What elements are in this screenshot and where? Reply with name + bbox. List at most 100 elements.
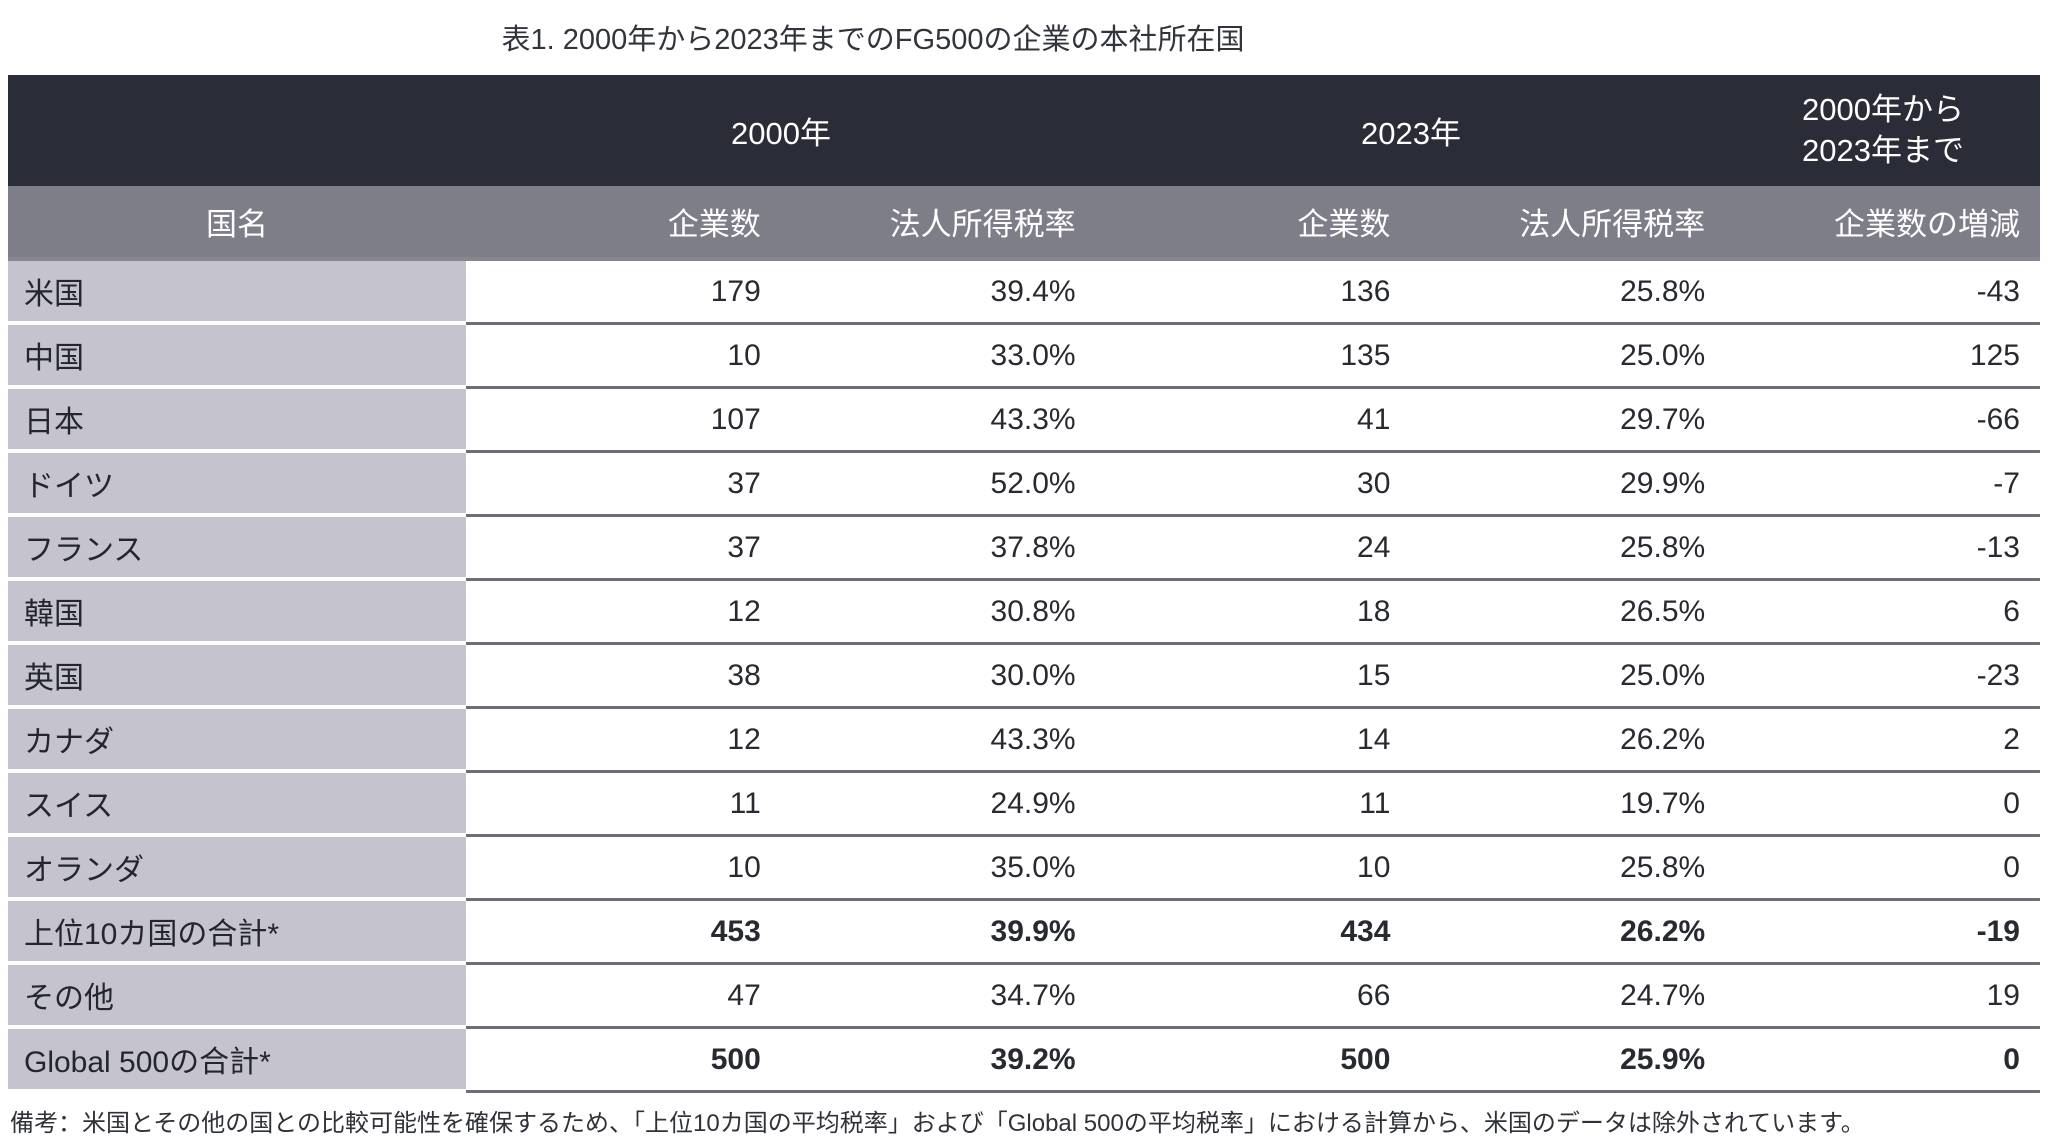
value-cell: 52.0%: [780, 453, 1096, 514]
value-cell: -66: [1725, 389, 2040, 450]
value-cell: 14: [1095, 709, 1411, 770]
row-values: 47 34.7% 66 24.7% 19: [466, 965, 2040, 1029]
country-cell: フランス: [8, 517, 466, 581]
table-row: 日本 107 43.3% 41 29.7% -66: [8, 389, 2040, 453]
country-cell: 英国: [8, 645, 466, 709]
row-values: 12 30.8% 18 26.5% 6: [466, 581, 2040, 645]
value-cell: 34.7%: [780, 965, 1096, 1026]
value-cell: 47: [466, 965, 781, 1026]
row-values: 500 39.2% 500 25.9% 0: [466, 1029, 2040, 1093]
value-cell: -13: [1725, 517, 2040, 578]
value-cell: 10: [466, 325, 781, 386]
value-cell: 6: [1725, 581, 2040, 642]
row-values: 38 30.0% 15 25.0% -23: [466, 645, 2040, 709]
row-values: 179 39.4% 136 25.8% -43: [466, 261, 2040, 325]
value-cell: 12: [466, 581, 781, 642]
table-row: 韓国 12 30.8% 18 26.5% 6: [8, 581, 2040, 645]
value-cell: 2: [1725, 709, 2040, 770]
value-cell: 0: [1725, 773, 2040, 834]
table-row: カナダ 12 43.3% 14 26.2% 2: [8, 709, 2040, 773]
value-cell: 29.9%: [1410, 453, 1726, 514]
value-cell: -7: [1725, 453, 2040, 514]
value-cell: -43: [1725, 261, 2040, 322]
value-cell: 43.3%: [780, 709, 1096, 770]
table-row: フランス 37 37.8% 24 25.8% -13: [8, 517, 2040, 581]
footnote: 備考：米国とその他の国との比較可能性を確保するため、「上位10カ国の平均税率」お…: [10, 1110, 1865, 1137]
value-cell: 500: [1095, 1029, 1411, 1090]
value-cell: 25.0%: [1410, 645, 1726, 706]
country-cell: その他: [8, 965, 466, 1029]
country-cell: ドイツ: [8, 453, 466, 517]
value-cell: 107: [466, 389, 781, 450]
value-cell: 11: [466, 773, 781, 834]
column-header-companies-2000: 企業数: [667, 207, 761, 242]
value-cell: 39.2%: [780, 1029, 1096, 1090]
table-row: スイス 11 24.9% 11 19.7% 0: [8, 773, 2040, 837]
value-cell: 37.8%: [780, 517, 1096, 578]
column-header-country: 国名: [206, 207, 268, 242]
value-cell: 10: [466, 837, 781, 898]
year-range-header: 2000年から 2023年まで: [1726, 90, 2040, 171]
country-cell: スイス: [8, 773, 466, 837]
column-header-row: 国名 企業数 法人所得税率 企業数 法人所得税率 企業数の増減: [8, 186, 2040, 261]
row-values: 453 39.9% 434 26.2% -19: [466, 901, 2040, 965]
value-cell: 26.5%: [1410, 581, 1726, 642]
value-cell: 66: [1095, 965, 1411, 1026]
year-header-row: 2000年 2023年 2000年から 2023年まで: [8, 75, 2040, 186]
table-row: 英国 38 30.0% 15 25.0% -23: [8, 645, 2040, 709]
table-row: その他 47 34.7% 66 24.7% 19: [8, 965, 2040, 1029]
value-cell: 33.0%: [780, 325, 1096, 386]
value-cell: 37: [466, 453, 781, 514]
country-cell: 上位10カ国の合計*: [8, 901, 466, 965]
value-cell: 25.8%: [1410, 837, 1726, 898]
table-body: 米国 179 39.4% 136 25.8% -43 中国 10 33.0% 135 25.0% 12…: [8, 261, 2040, 1093]
year-2000-header: 2000年: [731, 116, 831, 151]
value-cell: 25.8%: [1410, 517, 1726, 578]
country-cell: オランダ: [8, 837, 466, 901]
country-cell: Global 500の合計*: [8, 1029, 466, 1093]
country-cell: 中国: [8, 325, 466, 389]
value-cell: 24: [1095, 517, 1411, 578]
value-cell: 30: [1095, 453, 1411, 514]
table-row: Global 500の合計* 500 39.2% 500 25.9% 0: [8, 1029, 2040, 1093]
value-cell: 500: [466, 1029, 781, 1090]
table-row: 中国 10 33.0% 135 25.0% 125: [8, 325, 2040, 389]
table-row: オランダ 10 35.0% 10 25.8% 0: [8, 837, 2040, 901]
value-cell: 0: [1725, 837, 2040, 898]
value-cell: 19.7%: [1410, 773, 1726, 834]
value-cell: 10: [1095, 837, 1411, 898]
column-header-taxrate-2000: 法人所得税率: [889, 207, 1076, 242]
table-row: ドイツ 37 52.0% 30 29.9% -7: [8, 453, 2040, 517]
value-cell: 30.0%: [780, 645, 1096, 706]
value-cell: 29.7%: [1410, 389, 1726, 450]
row-values: 10 33.0% 135 25.0% 125: [466, 325, 2040, 389]
value-cell: 25.8%: [1410, 261, 1726, 322]
value-cell: 136: [1095, 261, 1411, 322]
value-cell: 24.7%: [1410, 965, 1726, 1026]
value-cell: 18: [1095, 581, 1411, 642]
value-cell: 43.3%: [780, 389, 1096, 450]
value-cell: -19: [1725, 901, 2040, 962]
value-cell: 25.0%: [1410, 325, 1726, 386]
row-values: 12 43.3% 14 26.2% 2: [466, 709, 2040, 773]
column-header-change: 企業数の増減: [1833, 207, 2020, 242]
value-cell: 39.4%: [780, 261, 1096, 322]
value-cell: 35.0%: [780, 837, 1096, 898]
table-title: 表1. 2000年から2023年までのFG500の企業の本社所在国: [501, 24, 1245, 56]
value-cell: 41: [1095, 389, 1411, 450]
table-row: 米国 179 39.4% 136 25.8% -43: [8, 261, 2040, 325]
value-cell: 453: [466, 901, 781, 962]
value-cell: 125: [1725, 325, 2040, 386]
value-cell: 25.9%: [1410, 1029, 1726, 1090]
country-cell: 米国: [8, 261, 466, 325]
value-cell: 38: [466, 645, 781, 706]
country-cell: カナダ: [8, 709, 466, 773]
value-cell: 11: [1095, 773, 1411, 834]
value-cell: 0: [1725, 1029, 2040, 1090]
column-header-taxrate-2023: 法人所得税率: [1519, 207, 1706, 242]
value-cell: 24.9%: [780, 773, 1096, 834]
column-header-companies-2023: 企業数: [1297, 207, 1391, 242]
row-values: 10 35.0% 10 25.8% 0: [466, 837, 2040, 901]
row-values: 37 37.8% 24 25.8% -13: [466, 517, 2040, 581]
year-2023-header: 2023年: [1361, 116, 1461, 151]
